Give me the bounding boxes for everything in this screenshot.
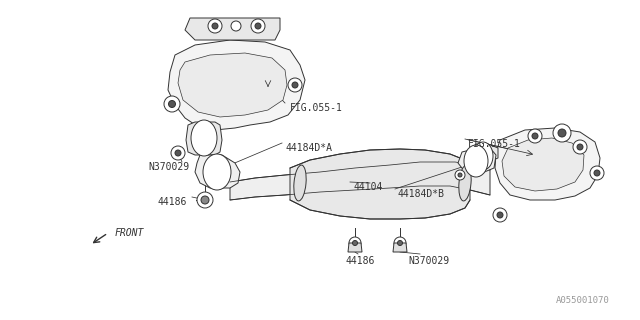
Ellipse shape (231, 21, 241, 31)
Ellipse shape (558, 129, 566, 137)
Ellipse shape (349, 237, 361, 249)
Ellipse shape (168, 100, 175, 108)
Ellipse shape (197, 192, 213, 208)
Ellipse shape (497, 212, 503, 218)
Text: FRONT: FRONT (115, 228, 145, 238)
Text: A055001070: A055001070 (556, 296, 610, 305)
Polygon shape (348, 243, 362, 252)
Polygon shape (290, 149, 470, 219)
Ellipse shape (191, 120, 217, 156)
Ellipse shape (594, 170, 600, 176)
Ellipse shape (288, 78, 302, 92)
Text: FIG.055-1: FIG.055-1 (468, 139, 521, 149)
Polygon shape (502, 138, 584, 191)
Ellipse shape (203, 154, 231, 190)
Polygon shape (195, 155, 240, 188)
Ellipse shape (528, 129, 542, 143)
Ellipse shape (294, 165, 306, 201)
Ellipse shape (590, 166, 604, 180)
Text: N370029: N370029 (408, 256, 449, 266)
Polygon shape (185, 18, 280, 40)
Ellipse shape (255, 23, 261, 29)
Ellipse shape (251, 19, 265, 33)
Text: 44184D*A: 44184D*A (285, 143, 332, 153)
Ellipse shape (553, 124, 571, 142)
Text: FIG.055-1: FIG.055-1 (290, 103, 343, 113)
Ellipse shape (458, 173, 462, 177)
Ellipse shape (353, 241, 358, 245)
Ellipse shape (208, 19, 222, 33)
Text: 44186: 44186 (158, 197, 188, 207)
Ellipse shape (473, 142, 493, 170)
Text: 44186: 44186 (345, 256, 374, 266)
Polygon shape (470, 144, 498, 168)
Ellipse shape (532, 133, 538, 139)
Ellipse shape (455, 170, 465, 180)
Ellipse shape (175, 150, 181, 156)
Polygon shape (393, 243, 407, 252)
Ellipse shape (397, 241, 403, 245)
Text: 44184D*B: 44184D*B (398, 189, 445, 199)
Ellipse shape (459, 165, 471, 201)
Ellipse shape (201, 196, 209, 204)
Polygon shape (495, 128, 600, 200)
Ellipse shape (164, 96, 180, 112)
Ellipse shape (577, 144, 583, 150)
Text: 44104: 44104 (353, 182, 382, 192)
Ellipse shape (573, 140, 587, 154)
Ellipse shape (212, 23, 218, 29)
Polygon shape (168, 40, 305, 130)
Ellipse shape (292, 82, 298, 88)
Text: N370029: N370029 (148, 162, 189, 172)
Ellipse shape (171, 146, 185, 160)
Ellipse shape (394, 237, 406, 249)
Polygon shape (186, 122, 222, 155)
Ellipse shape (464, 145, 488, 177)
Polygon shape (230, 162, 490, 200)
Polygon shape (178, 53, 287, 117)
Ellipse shape (493, 208, 507, 222)
Polygon shape (458, 148, 496, 173)
